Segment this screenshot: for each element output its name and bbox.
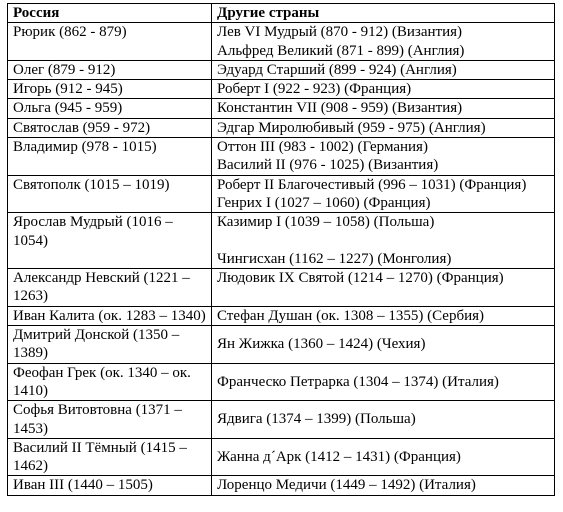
header-cell: Другие страны (211, 2, 555, 24)
other-cell: Роберт I (922 - 923) (Франция) (211, 79, 555, 100)
table-row: Владимир (978 - 1015) Оттон III (983 - 10… (7, 137, 555, 176)
russia-cell: Дмитрий Донской (1350 – 1389) (7, 325, 212, 364)
russia-cell: Игорь (912 - 945) (7, 79, 212, 100)
russia-cell: Рюрик (862 - 879) (7, 22, 212, 61)
other-cell: Людовик IX Святой (1214 – 1270) (Франция… (211, 268, 555, 307)
russia-cell: Феофан Грек (ок. 1340 – ок. 1410) (7, 362, 212, 402)
russia-cell: Ярослав Мудрый (1016 – 1054) (7, 212, 212, 270)
ruler-line: Константин VII (908 - 959) (Византия) (217, 100, 463, 117)
table-row: Александр Невский (1221 – 1263) Людовик I… (7, 268, 555, 307)
russia-cell: Иван Калита (ок. 1283 – 1340) (7, 305, 212, 327)
table-row: Василий II Тёмный (1415 – 1462) Жанна д´А… (7, 437, 555, 477)
other-cell: Казимир I (1039 – 1058) (Польша) Чингисха… (211, 212, 555, 270)
table-row: Святополк (1015 – 1019) Роберт II Благоче… (7, 174, 555, 214)
table-row: Рюрик (862 - 879) Лев VI Мудрый (870 - 91… (7, 22, 555, 61)
ruler-line: Казимир I (1039 – 1058) (Польша) (217, 214, 435, 231)
ruler-line: Франческо Петрарка (1304 – 1374) (Италия… (217, 373, 499, 390)
russia-cell: Ольга (945 - 959) (7, 98, 212, 119)
other-cell: Франческо Петрарка (1304 – 1374) (Италия… (211, 362, 555, 402)
table-row: Иван Калита (ок. 1283 – 1340) Стефан Душа… (7, 305, 555, 327)
header-row: Россия Другие страны (7, 2, 555, 24)
ruler-line: Василий II (976 - 1025) (Византия) (217, 157, 439, 174)
table-row: Олег (879 - 912) Эдуард Старший (899 - 92… (7, 59, 555, 81)
other-cell: Лоренцо Медичи (1449 – 1492) (Италия) (211, 475, 555, 496)
ruler-line: Стефан Душан (ок. 1308 – 1355) (Сербия) (217, 307, 484, 324)
ruler-line: Роберт I (922 - 923) (Франция) (217, 81, 412, 98)
header-cell: Россия (7, 2, 212, 24)
russia-cell: Василий II Тёмный (1415 – 1462) (7, 437, 212, 477)
russia-cell: Олег (879 - 912) (7, 59, 212, 81)
other-cell: Лев VI Мудрый (870 - 912) (Византия) Альф… (211, 22, 555, 61)
other-cell: Жанна д´Арк (1412 – 1431) (Франция) (211, 437, 555, 477)
table-row: Ольга (945 - 959) Константин VII (908 - 9… (7, 98, 555, 119)
other-cell: Роберт II Благочестивый (996 – 1031) (Фр… (211, 174, 555, 214)
ruler-line: Жанна д´Арк (1412 – 1431) (Франция) (217, 448, 461, 465)
table-row: Ярослав Мудрый (1016 – 1054) Казимир I (1… (7, 212, 555, 270)
table-body: Рюрик (862 - 879) Лев VI Мудрый (870 - 91… (7, 22, 555, 496)
ruler-line: Ян Жижка (1360 – 1424) (Чехия) (217, 336, 426, 353)
table-row: Святослав (959 - 972) Эдгар Миролюбивый (… (7, 117, 555, 139)
table-row: Феофан Грек (ок. 1340 – ок. 1410) Франчес… (7, 362, 555, 402)
other-cell: Стефан Душан (ок. 1308 – 1355) (Сербия) (211, 305, 555, 327)
ruler-line: Ядвига (1374 – 1399) (Польша) (217, 411, 416, 428)
russia-cell: Святослав (959 - 972) (7, 117, 212, 139)
ruler-line: Альфред Великий (871 - 899) (Англия) (217, 42, 465, 59)
ruler-line: Эдгар Миролюбивый (959 - 975) (Англия) (217, 119, 486, 136)
other-cell: Эдгар Миролюбивый (959 - 975) (Англия) (211, 117, 555, 139)
russia-cell: Софья Витовтовна (1371 – 1453) (7, 400, 212, 439)
russia-cell: Владимир (978 - 1015) (7, 137, 212, 176)
ruler-line: Чингисхан (1162 – 1227) (Монголия) (217, 250, 452, 267)
ruler-line: Лоренцо Медичи (1449 – 1492) (Италия) (217, 477, 476, 494)
table-row: Софья Витовтовна (1371 – 1453) Ядвига (13… (7, 400, 555, 439)
other-cell: Ян Жижка (1360 – 1424) (Чехия) (211, 325, 555, 364)
russia-cell: Александр Невский (1221 – 1263) (7, 268, 212, 307)
russia-cell: Святополк (1015 – 1019) (7, 174, 212, 214)
table-row: Дмитрий Донской (1350 – 1389) Ян Жижка (1… (7, 325, 555, 364)
ruler-line: Эдуард Старший (899 - 924) (Англия) (217, 61, 457, 78)
other-cell: Константин VII (908 - 959) (Византия) (211, 98, 555, 119)
ruler-line: Оттон III (983 - 1002) (Германия) (217, 139, 428, 156)
ruler-line: Роберт II Благочестивый (996 – 1031) (Фр… (217, 176, 527, 193)
table-row: Иван III (1440 – 1505) Лоренцо Медичи (14… (7, 475, 555, 496)
other-cell: Ядвига (1374 – 1399) (Польша) (211, 400, 555, 439)
ruler-line: Лев VI Мудрый (870 - 912) (Византия) (217, 24, 462, 41)
table-row: Игорь (912 - 945) Роберт I (922 - 923) (Ф… (7, 79, 555, 100)
other-cell: Эдуард Старший (899 - 924) (Англия) (211, 59, 555, 81)
rulers-table: Россия Другие страны Рюрик (862 - 879) Ле… (7, 2, 555, 496)
ruler-line: Генрих I (1027 – 1060) (Франция) (217, 194, 431, 211)
other-cell: Оттон III (983 - 1002) (Германия) Василий… (211, 137, 555, 176)
russia-cell: Иван III (1440 – 1505) (7, 475, 212, 496)
ruler-line: Людовик IX Святой (1214 – 1270) (Франция… (217, 270, 504, 287)
